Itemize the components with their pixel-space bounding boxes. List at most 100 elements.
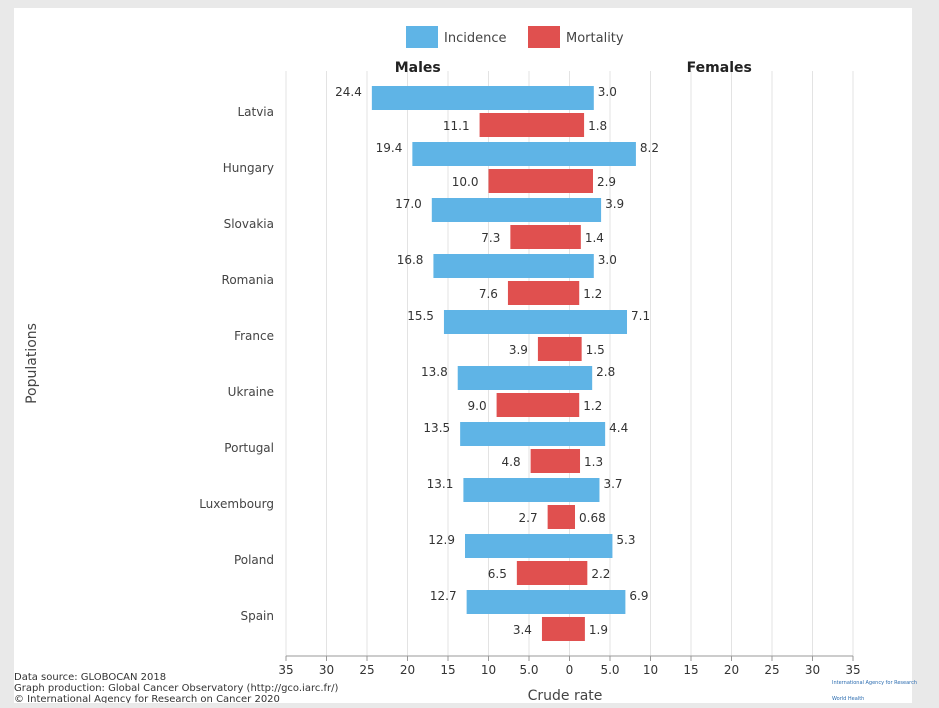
bar-mortality-females [569, 113, 585, 137]
data-label-mortality-males: 11.1 [443, 119, 470, 133]
data-label-incidence-males: 19.4 [376, 141, 403, 155]
data-label-mortality-males: 6.5 [488, 567, 507, 581]
category-label: Hungary [223, 161, 274, 175]
category-label: Romania [222, 273, 274, 287]
legend-swatch-incidence [406, 26, 438, 48]
data-label-incidence-males: 16.8 [397, 253, 424, 267]
data-label-mortality-females: 1.2 [583, 399, 602, 413]
category-label: Slovakia [224, 217, 274, 231]
data-label-mortality-males: 10.0 [452, 175, 479, 189]
x-tick-label: 15 [440, 663, 455, 677]
data-label-mortality-females: 0.68 [579, 511, 606, 525]
legend-label-incidence: Incidence [444, 31, 506, 46]
data-label-incidence-females: 3.9 [605, 197, 624, 211]
data-label-mortality-females: 1.9 [589, 623, 608, 637]
iarc-logo: International Agency for Research World … [832, 678, 939, 708]
x-tick-label: 15 [683, 663, 698, 677]
data-label-incidence-females: 4.4 [609, 421, 628, 435]
bar-mortality-males [530, 449, 570, 473]
data-label-incidence-males: 15.5 [407, 309, 434, 323]
x-tick-label: 25 [359, 663, 374, 677]
bar-incidence-males [463, 478, 570, 502]
bar-mortality-females [569, 225, 581, 249]
bar-incidence-males [466, 590, 570, 614]
bar-mortality-males [541, 617, 570, 641]
data-label-incidence-males: 12.9 [428, 533, 455, 547]
bar-mortality-females [569, 281, 580, 305]
bar-mortality-males [479, 113, 570, 137]
bar-mortality-females [569, 169, 593, 193]
data-label-incidence-females: 3.7 [603, 477, 622, 491]
data-label-incidence-females: 3.0 [598, 253, 617, 267]
data-label-mortality-females: 1.2 [583, 287, 602, 301]
bar-incidence-males [433, 254, 570, 278]
data-label-mortality-males: 3.9 [509, 343, 528, 357]
x-tick-label: 20 [400, 663, 415, 677]
category-label: Latvia [237, 105, 274, 119]
x-tick-label: 5.0 [519, 663, 538, 677]
x-tick-label: 10 [481, 663, 496, 677]
bar-incidence-females [569, 590, 626, 614]
bar-incidence-males [412, 142, 570, 166]
category-label: Spain [240, 609, 274, 623]
data-label-mortality-females: 1.4 [585, 231, 604, 245]
logo-line: World Health [832, 696, 865, 702]
data-label-incidence-males: 24.4 [335, 85, 362, 99]
data-label-mortality-females: 1.3 [584, 455, 603, 469]
bar-incidence-females [569, 366, 593, 390]
bar-incidence-females [569, 534, 613, 558]
bar-incidence-females [569, 478, 600, 502]
bar-incidence-males [460, 422, 570, 446]
data-label-incidence-females: 7.1 [631, 309, 650, 323]
legend-label-mortality: Mortality [566, 31, 624, 46]
x-tick-label: 20 [724, 663, 739, 677]
data-label-mortality-females: 1.5 [586, 343, 605, 357]
bar-mortality-females [569, 505, 576, 529]
category-label: Portugal [224, 441, 274, 455]
bar-mortality-males [507, 281, 570, 305]
data-label-mortality-males: 7.6 [479, 287, 498, 301]
category-label: Poland [234, 553, 274, 567]
source-line: Graph production: Global Cancer Observat… [14, 683, 339, 694]
bar-incidence-females [569, 198, 602, 222]
data-label-incidence-females: 2.8 [596, 365, 615, 379]
x-tick-label: 25 [764, 663, 779, 677]
bar-mortality-males [537, 337, 570, 361]
x-tick-label: 35 [278, 663, 293, 677]
bar-incidence-males [443, 310, 570, 334]
logo-line: International Agency for Research [832, 680, 918, 686]
bar-mortality-males [510, 225, 570, 249]
data-label-mortality-males: 7.3 [481, 231, 500, 245]
legend-swatch-mortality [528, 26, 560, 48]
category-label: Luxembourg [199, 497, 274, 511]
bar-incidence-females [569, 142, 636, 166]
data-label-mortality-females: 2.2 [591, 567, 610, 581]
x-tick-label: 0 [566, 663, 574, 677]
x-tick-label: 30 [319, 663, 334, 677]
y-axis-title: Populations [24, 323, 40, 404]
source-line: Data source: GLOBOCAN 2018 [14, 672, 166, 683]
bar-mortality-males [488, 169, 570, 193]
x-axis-title: Crude rate [528, 688, 603, 703]
bar-mortality-females [569, 337, 582, 361]
bar-incidence-males [371, 86, 570, 110]
data-label-incidence-females: 3.0 [598, 85, 617, 99]
data-label-incidence-males: 17.0 [395, 197, 422, 211]
bar-mortality-females [569, 449, 581, 473]
data-label-mortality-females: 1.8 [588, 119, 607, 133]
x-tick-label: 30 [805, 663, 820, 677]
data-label-incidence-females: 8.2 [640, 141, 659, 155]
bar-incidence-females [569, 310, 628, 334]
source-line: © International Agency for Research on C… [14, 694, 280, 703]
data-label-incidence-females: 5.3 [616, 533, 635, 547]
side-title-males: Males [395, 60, 441, 76]
bar-incidence-females [569, 254, 594, 278]
side-title-females: Females [687, 60, 752, 76]
category-label: France [234, 329, 274, 343]
bar-mortality-females [569, 617, 585, 641]
bar-chart: 35 30 25 20 15 10 5.0 0 5.0 10 15 20 25 30 35 Males Fema… [14, 26, 861, 703]
x-tick-label: 35 [845, 663, 860, 677]
category-label: Ukraine [228, 385, 274, 399]
data-label-incidence-males: 13.8 [421, 365, 448, 379]
chart-panel: 35 30 25 20 15 10 5.0 0 5.0 10 15 20 25 30 35 Males Fema… [14, 8, 917, 703]
